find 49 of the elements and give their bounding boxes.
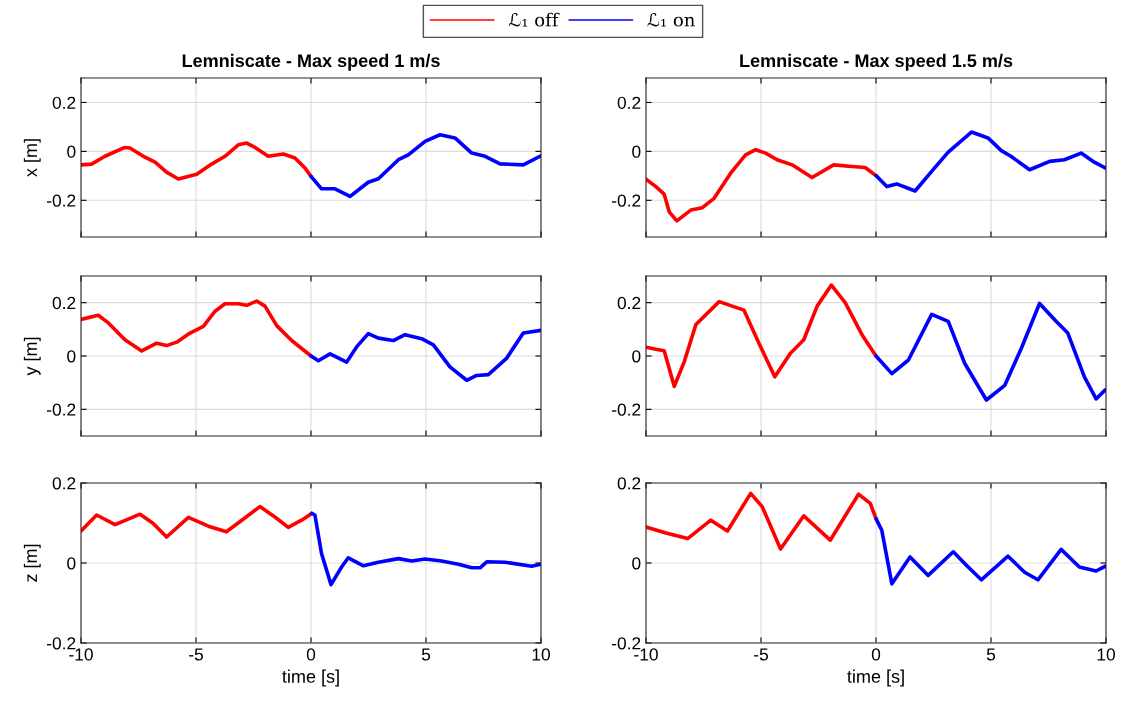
line-series <box>874 516 1106 586</box>
legend-label: ℒ₁ on <box>647 12 695 27</box>
y-tick-label: 0.2 <box>52 477 76 490</box>
y-tick-label: 0.2 <box>617 477 641 490</box>
chart-title: Lemniscate - Max speed 1.5 m/s <box>740 53 1013 71</box>
y-tick-label: 0 <box>67 350 76 363</box>
y-tick-label: 0 <box>632 350 641 363</box>
x-tick-label: 5 <box>986 648 996 661</box>
x-tick-label: -5 <box>754 648 768 661</box>
x-tick-label: 10 <box>532 648 550 661</box>
y-tick-label: 0 <box>632 557 641 570</box>
line-series <box>81 504 314 539</box>
y-tick-label: -0.2 <box>612 194 641 207</box>
x-tick-label: 10 <box>1097 648 1115 661</box>
y-tick-label: 0.2 <box>617 296 641 310</box>
line-series <box>81 141 313 181</box>
y-tick-label: -0.2 <box>47 403 76 416</box>
line-series <box>646 491 878 551</box>
line-series <box>874 130 1106 193</box>
y-tick-label: -0.2 <box>47 194 76 207</box>
y-tick-label: 0.2 <box>52 96 76 109</box>
x-tick-label: 5 <box>421 648 431 661</box>
line-series <box>646 283 878 389</box>
x-tick-label: -5 <box>189 648 203 661</box>
y-tick-label: 0 <box>67 145 76 158</box>
x-tick-label: -10 <box>69 648 93 661</box>
chart-title: Lemniscate - Max speed 1 m/s <box>182 53 440 71</box>
legend-label: ℒ₁ off <box>508 12 560 27</box>
line-series <box>309 511 541 587</box>
line-series <box>646 147 878 223</box>
x-axis-title: time [s] <box>282 669 339 687</box>
x-axis-title: time [s] <box>847 669 904 687</box>
y-tick-label: -0.2 <box>47 637 76 650</box>
y-axis-title: z [m] <box>23 544 41 582</box>
y-tick-label: 0 <box>632 145 641 158</box>
x-tick-label: 0 <box>871 648 881 661</box>
y-axis-title: y [m] <box>23 337 41 376</box>
y-tick-label: 0 <box>67 557 76 570</box>
y-tick-label: -0.2 <box>612 637 641 650</box>
line-series <box>309 132 541 199</box>
x-tick-label: 0 <box>306 648 316 661</box>
x-tick-label: -10 <box>634 648 658 661</box>
line-series <box>874 301 1106 402</box>
line-series <box>309 328 541 383</box>
y-tick-label: 0.2 <box>617 96 641 109</box>
line-series <box>81 299 313 358</box>
y-tick-label: 0.2 <box>52 296 76 310</box>
y-tick-label: -0.2 <box>612 403 641 416</box>
y-axis-title: x [m] <box>23 139 41 177</box>
